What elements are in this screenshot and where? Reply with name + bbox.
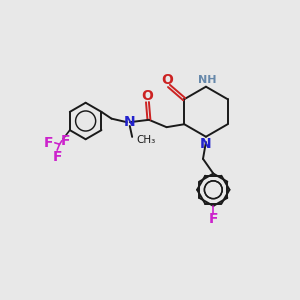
Text: N: N (123, 115, 135, 129)
Text: O: O (142, 89, 153, 103)
Text: NH: NH (198, 75, 217, 85)
Text: O: O (161, 73, 173, 87)
Text: N: N (200, 137, 212, 151)
Text: F: F (52, 150, 62, 164)
Text: F: F (61, 134, 70, 148)
Text: F: F (208, 212, 218, 226)
Text: CH₃: CH₃ (136, 135, 156, 145)
Text: F: F (44, 136, 53, 150)
